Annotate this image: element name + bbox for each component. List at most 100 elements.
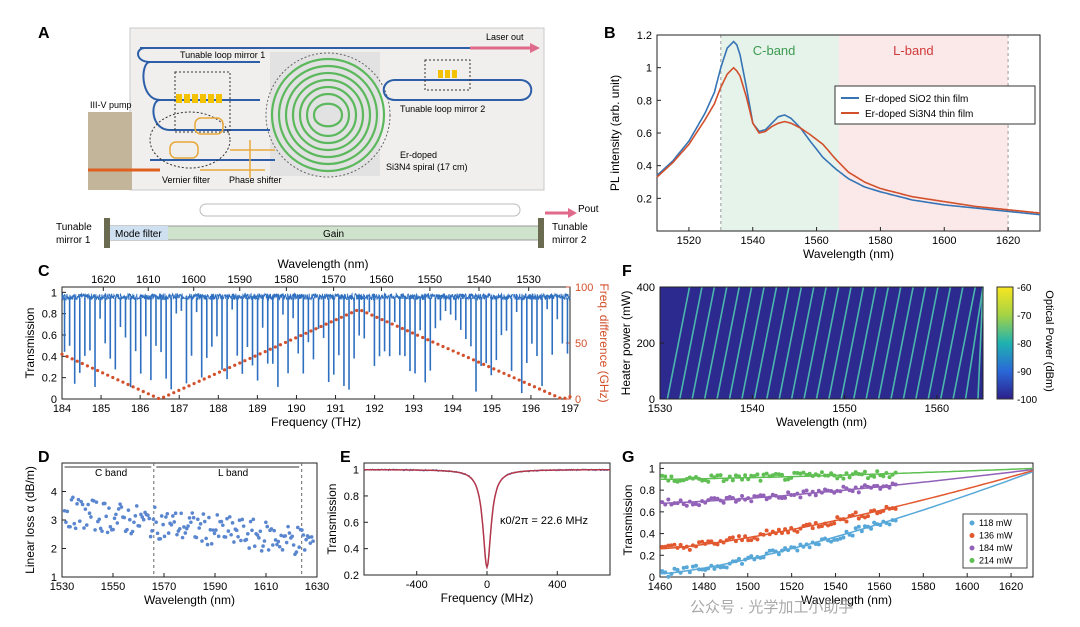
x-tick-label: 1620 (996, 235, 1020, 247)
top-tick-label: 1610 (136, 274, 160, 286)
loss-point (311, 539, 315, 543)
freq-diff-point (482, 362, 486, 366)
y-tick-label: 0 (51, 394, 57, 406)
loss-point (68, 525, 72, 529)
loop-mirror-2-outline (424, 59, 471, 91)
loss-point (107, 506, 111, 510)
data-point-4 (878, 473, 883, 478)
data-point-2 (752, 535, 757, 540)
data-point-1 (859, 529, 864, 534)
loss-point (91, 499, 96, 503)
data-point-1 (878, 523, 883, 528)
data-point-3 (878, 486, 883, 491)
data-point-1 (844, 529, 849, 534)
x-tick-label: 193 (405, 403, 423, 415)
loss-point (251, 517, 256, 522)
freq-diff-point (360, 309, 364, 313)
data-point-2 (795, 529, 800, 534)
data-point-2 (755, 537, 760, 542)
data-point-2 (660, 544, 665, 549)
data-point-1 (835, 537, 840, 542)
freq-diff-point (273, 345, 277, 349)
gain-label: Gain (323, 229, 344, 240)
loss-point (179, 511, 183, 516)
data-point-4 (850, 472, 855, 477)
loop-mirror-1-outline (174, 71, 231, 133)
x-tick-label: 1580 (868, 235, 892, 247)
loss-point (275, 542, 279, 547)
data-point-4 (669, 474, 674, 479)
pout-arrowhead (568, 208, 577, 218)
freq-diff-point (436, 342, 440, 346)
freq-diff-point (446, 347, 450, 351)
loss-point (237, 518, 242, 523)
loss-point (223, 535, 228, 539)
loss-point (295, 525, 300, 530)
data-point-3 (786, 490, 791, 495)
data-point-4 (690, 476, 695, 481)
panel-c: C Wavelength (nm) 184 185 186 187 188 189 190 1… (23, 257, 611, 429)
loss-point (225, 516, 229, 521)
data-point-4 (715, 473, 720, 478)
data-point-2 (832, 521, 837, 526)
heaters (176, 70, 457, 103)
spiral-label: Si3N4 spiral (17 cm) (386, 162, 468, 172)
freq-diff-point (162, 395, 166, 399)
lasing-line (840, 286, 865, 400)
data-point-3 (733, 499, 738, 504)
loss-point (252, 544, 257, 548)
data-point-2 (866, 514, 871, 519)
loss-point (246, 532, 250, 536)
freq-diff-point (558, 396, 562, 400)
freq-diff-point (421, 335, 425, 340)
data-point-1 (819, 537, 824, 542)
freq-diff-point (233, 363, 237, 367)
data-point-2 (829, 522, 834, 527)
data-point-3 (678, 498, 683, 503)
data-point-1 (875, 522, 880, 527)
data-point-4 (826, 473, 831, 478)
data-point-3 (819, 490, 824, 495)
loss-point (229, 532, 233, 537)
data-point-4 (856, 472, 861, 477)
data-point-2 (706, 539, 711, 544)
freq-diff-point (410, 331, 415, 335)
x-tick-label: 1500 (736, 581, 760, 593)
data-point-1 (690, 564, 695, 569)
freq-diff-point (212, 372, 216, 377)
loss-point (250, 528, 254, 533)
loss-point (62, 508, 67, 513)
data-point-2 (835, 515, 840, 520)
loss-point (239, 538, 243, 543)
loss-point (307, 535, 311, 540)
data-point-2 (872, 508, 877, 513)
data-point-4 (847, 475, 852, 480)
x-tick-label: 185 (92, 403, 110, 415)
y-tick-label: 0.2 (42, 373, 57, 385)
l-band-label: L-band (893, 43, 933, 58)
freq-diff-point (527, 382, 531, 387)
data-point-1 (822, 536, 827, 541)
data-point-2 (850, 513, 855, 518)
lasing-line (741, 286, 765, 400)
loss-point (216, 534, 221, 539)
data-point-1 (681, 565, 686, 570)
loss-point (112, 516, 117, 521)
y-tick-label: 0.6 (42, 330, 57, 342)
x-tick-label: 1530 (50, 581, 74, 593)
loss-point (162, 534, 167, 539)
freq-diff-point (451, 349, 455, 353)
loss-point (148, 534, 153, 539)
freq-diff-point (522, 380, 526, 384)
data-point-3 (853, 485, 858, 490)
data-point-1 (804, 542, 809, 547)
loss-point (151, 517, 156, 522)
data-point-2 (779, 530, 784, 535)
lasing-line (691, 286, 716, 400)
data-point-3 (773, 493, 778, 498)
data-point-2 (773, 531, 778, 536)
data-point-2 (875, 511, 880, 516)
data-point-3 (869, 485, 874, 490)
data-point-4 (893, 470, 898, 475)
data-point-3 (715, 496, 720, 501)
